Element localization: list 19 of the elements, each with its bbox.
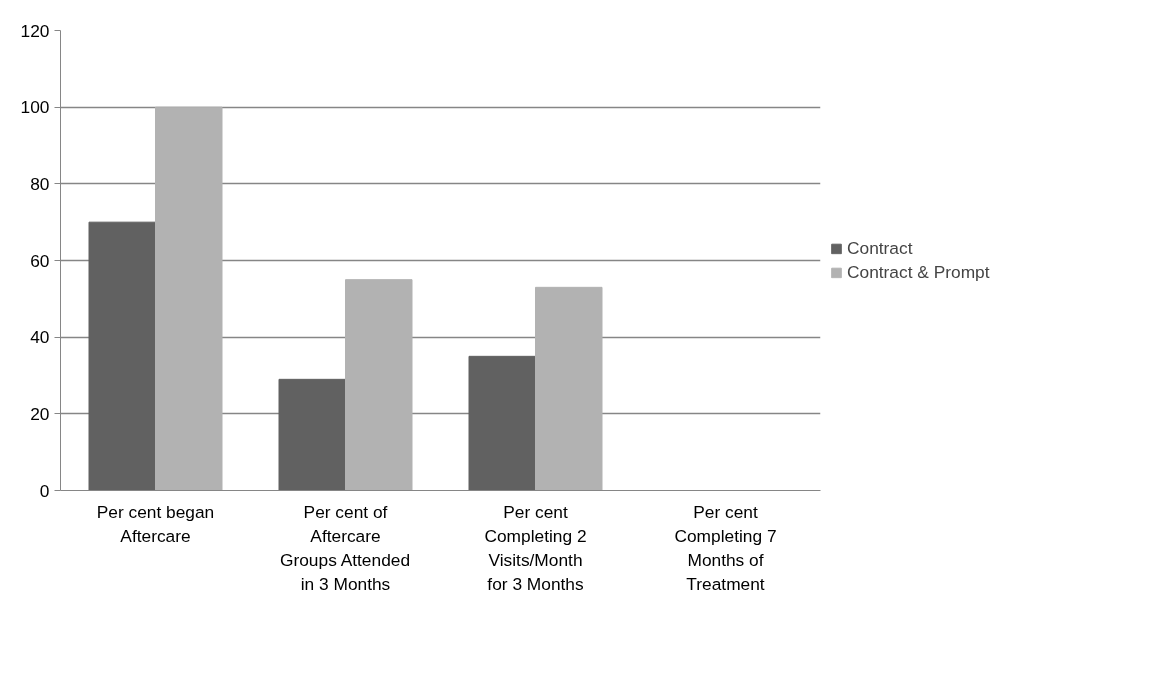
x-tick-label: Per cent Completing 7 Months of Treatment [674,501,777,594]
bar [278,378,346,491]
y-tick-label: 120 [20,20,50,41]
bar [155,106,223,491]
x-tick-label: Per cent Completing 2 Visits/Month for 3 Months [484,501,587,594]
y-tick-label: 0 [39,480,50,501]
y-tick-label: 100 [20,97,50,118]
x-tick-label: Per cent of Aftercare Groups Attended in 3 Months [279,501,411,594]
bar [88,221,156,491]
y-tick-label: 80 [30,173,50,194]
y-tick-label: 20 [30,403,50,424]
bar [535,286,603,491]
y-tick-label: 60 [30,250,50,271]
y-tick-label: 40 [30,327,50,348]
x-tick-label: Per cent began Aftercare [96,501,215,546]
bar [345,279,413,491]
legend-label: Contract [847,237,913,259]
legend-label: Contract & Prompt [847,261,990,283]
bar [468,355,536,491]
